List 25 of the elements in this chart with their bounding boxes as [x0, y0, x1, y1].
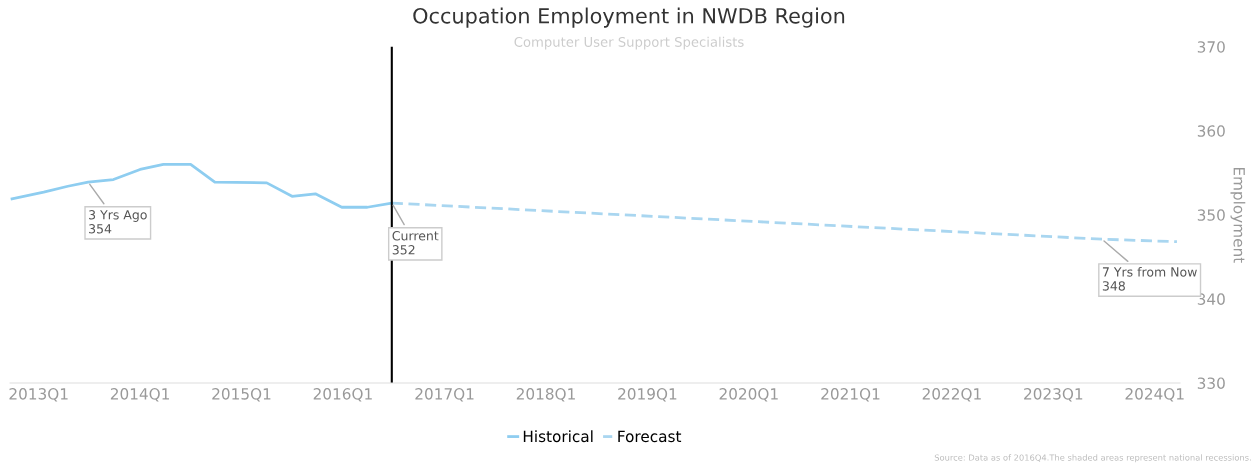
y-tick-label: 330	[1197, 377, 1225, 389]
x-tick-label: 2015Q1	[212, 388, 271, 402]
y-tick-label: 350	[1197, 209, 1225, 221]
line-series	[10, 162, 394, 209]
x-tick-label: 2021Q1	[821, 388, 880, 402]
x-tick-label: 2017Q1	[415, 388, 474, 402]
chart-title: Occupation Employment in NWDB Region	[413, 7, 845, 28]
x-tick-label: 2023Q1	[1024, 388, 1083, 402]
annotation: 7 Yrs from Now 348	[1102, 266, 1197, 291]
annotation: Current 352	[392, 231, 439, 255]
x-tick-label: 2014Q1	[110, 388, 169, 402]
x-tick-label: 2020Q1	[719, 388, 778, 402]
annotation: 3 Yrs Ago 354	[89, 210, 147, 234]
x-tick-label: 2024Q1	[1125, 388, 1184, 402]
y-tick-label: 370	[1197, 41, 1225, 53]
x-tick-label: 2022Q1	[922, 388, 981, 402]
legend-label: Historical	[523, 430, 593, 443]
legend-label: Forecast	[618, 430, 682, 443]
y-tick-label: 360	[1197, 125, 1225, 137]
y-tick-label: 340	[1197, 293, 1225, 305]
x-tick-label: 2019Q1	[618, 388, 677, 402]
y-axis-title: Employment	[1230, 167, 1246, 263]
x-tick-label: 2016Q1	[313, 388, 372, 402]
x-tick-label: 2018Q1	[516, 388, 575, 402]
x-tick-label: 2013Q1	[9, 388, 68, 402]
